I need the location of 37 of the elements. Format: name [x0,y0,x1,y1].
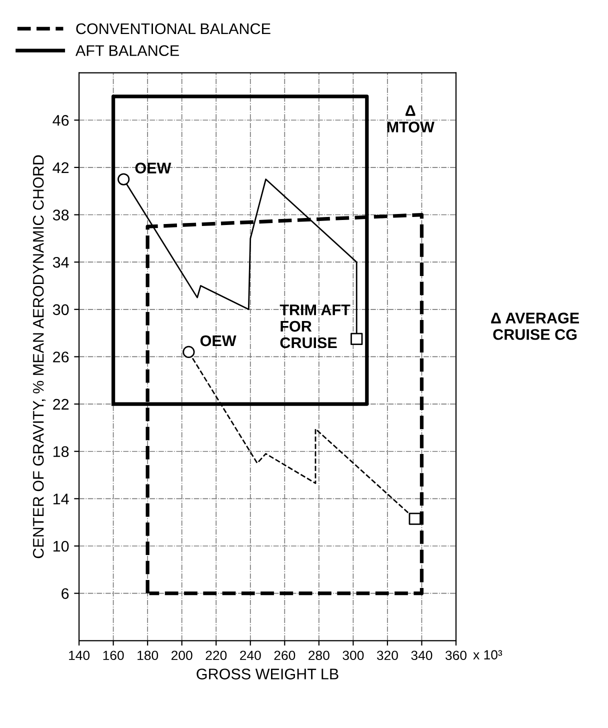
point [118,173,130,186]
x-tick-label: 300 [342,650,364,660]
y-tick-label: 6 [62,588,69,600]
y-tick-label: 42 [52,162,69,173]
x-tick-label: 320 [376,650,398,660]
point [408,512,421,525]
x-tick-label: 280 [308,650,330,660]
annotation: OEW [135,162,172,174]
annotation: Δ MTOW [387,105,434,132]
y-axis-title: CENTER OF GRAVITY, % MEAN AERODYNAMIC CHORD [32,155,46,558]
y-tick-label: 22 [53,398,69,410]
text: Δ AVERAGE CRUISE CG [491,312,579,340]
x-axis-title: GROSS WEIGHT LB [196,668,338,680]
point [350,332,363,346]
y-tick-label: 10 [53,540,69,552]
text: x 10³ [473,650,502,660]
y-tick-label: 26 [53,352,69,362]
x-tick-label: 200 [172,650,192,660]
x-tick-label: 260 [274,650,296,660]
x-tick-label: 160 [103,650,124,660]
legend-label: AFT BALANCE [75,45,179,56]
y-tick-label: 38 [52,210,69,220]
legend-label: CONVENTIONAL BALANCE [76,23,270,34]
y-tick-label: 18 [53,446,69,458]
point [182,346,195,358]
y-tick-label: 46 [52,114,69,126]
x-tick-label: 140 [69,650,90,660]
y-tick-label: 34 [52,256,69,268]
annotation: OEW [200,335,236,346]
x-tick-label: 240 [240,650,261,660]
annotation: TRIM AFT FOR CRUISE [280,304,350,348]
x-tick-label: 180 [138,650,158,660]
y-tick-label: 14 [53,494,69,504]
y-tick-label: 30 [52,304,69,316]
x-tick-label: 220 [206,650,227,660]
x-tick-label: 360 [445,650,466,660]
x-tick-label: 340 [411,650,432,660]
